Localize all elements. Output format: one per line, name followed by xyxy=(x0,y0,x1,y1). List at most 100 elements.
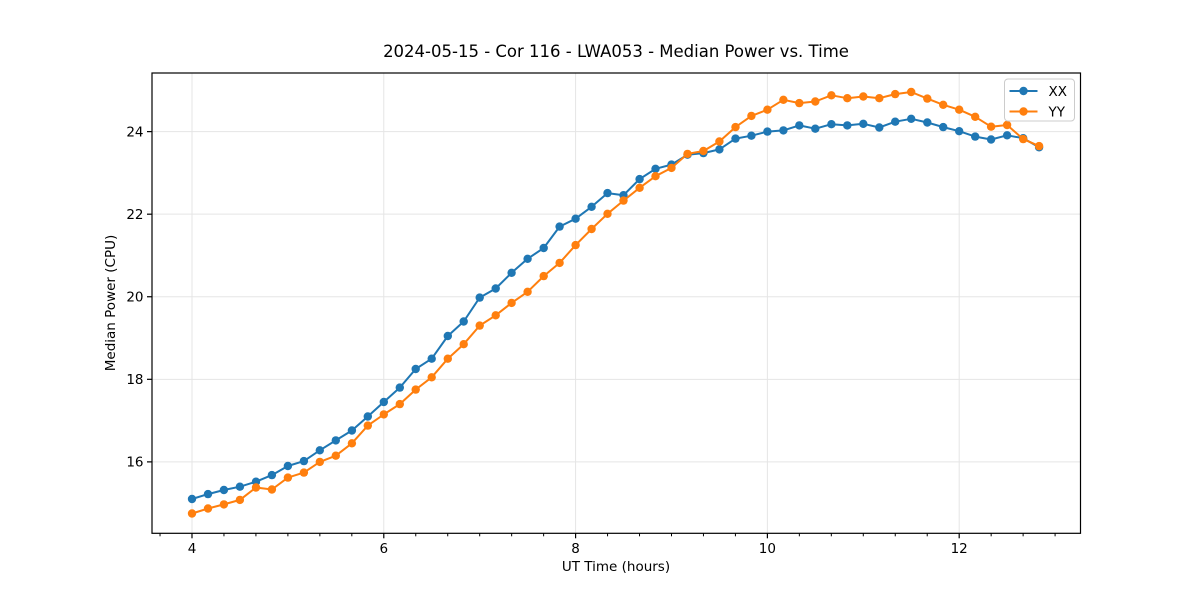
data-point-XX xyxy=(523,254,532,263)
data-point-XX xyxy=(187,494,197,504)
x-tick-label: 10 xyxy=(759,541,776,557)
data-point-XX xyxy=(1002,131,1012,140)
data-point-XX xyxy=(986,135,996,144)
data-point-XX xyxy=(411,364,420,374)
y-axis-label: Median Power (CPU) xyxy=(103,234,119,372)
data-point-YY xyxy=(923,94,932,103)
data-point-YY xyxy=(811,97,820,106)
data-point-XX xyxy=(651,164,660,173)
data-point-YY xyxy=(251,483,261,492)
y-tick-label: 16 xyxy=(126,455,143,471)
data-point-YY xyxy=(411,385,420,394)
y-tick-label: 18 xyxy=(126,372,143,388)
y-tick-label: 24 xyxy=(126,124,143,140)
data-point-XX xyxy=(299,456,309,466)
data-point-XX xyxy=(635,174,644,184)
data-point-YY xyxy=(379,410,388,419)
y-tick-label: 22 xyxy=(126,207,143,223)
y-tick-label: 20 xyxy=(126,290,143,306)
data-point-XX xyxy=(731,134,740,143)
data-point-XX xyxy=(219,485,229,495)
data-point-YY xyxy=(491,311,500,320)
data-point-YY xyxy=(939,100,948,110)
data-point-XX xyxy=(603,188,612,198)
chart-title: 2024-05-15 - Cor 116 - LWA053 - Median P… xyxy=(383,42,849,61)
data-point-YY xyxy=(907,87,916,97)
plot-border xyxy=(151,72,1082,534)
data-point-XX xyxy=(539,243,548,253)
data-point-XX xyxy=(395,383,404,392)
data-point-XX xyxy=(251,477,261,486)
data-point-XX xyxy=(443,331,452,341)
data-point-YY xyxy=(731,122,740,132)
data-point-XX xyxy=(779,126,788,135)
data-point-YY xyxy=(715,137,724,146)
data-point-YY xyxy=(219,500,229,509)
data-point-YY xyxy=(587,224,596,234)
data-point-XX xyxy=(459,317,468,326)
data-point-YY xyxy=(539,271,548,281)
data-point-YY xyxy=(635,183,644,192)
data-point-XX xyxy=(587,202,596,211)
data-point-YY xyxy=(683,149,692,159)
x-tick-label: 8 xyxy=(571,541,580,557)
data-point-XX xyxy=(475,293,484,302)
data-point-XX xyxy=(427,354,436,363)
data-point-XX xyxy=(491,284,500,293)
data-point-YY xyxy=(459,340,468,349)
data-point-XX xyxy=(971,132,980,141)
data-point-YY xyxy=(891,89,900,99)
data-point-XX xyxy=(843,121,852,130)
data-point-YY xyxy=(827,91,836,100)
data-point-XX xyxy=(235,482,245,491)
data-point-YY xyxy=(395,399,404,409)
data-point-YY xyxy=(955,105,964,114)
data-point-YY xyxy=(795,98,804,108)
data-point-YY xyxy=(427,373,436,382)
series-line-XX xyxy=(191,117,1040,500)
data-point-XX xyxy=(923,118,932,127)
data-point-YY xyxy=(763,105,772,114)
data-point-XX xyxy=(203,489,213,499)
data-point-YY xyxy=(859,92,868,101)
legend-label: YY xyxy=(1048,104,1066,120)
data-point-YY xyxy=(203,504,213,513)
data-point-XX xyxy=(363,412,372,421)
x-tick-label: 6 xyxy=(379,541,388,557)
data-point-YY xyxy=(747,111,756,121)
data-point-YY xyxy=(283,473,293,482)
data-point-XX xyxy=(715,145,724,154)
data-point-XX xyxy=(331,436,340,445)
x-tick-label: 12 xyxy=(951,541,968,557)
data-point-YY xyxy=(331,451,340,460)
data-point-YY xyxy=(235,495,245,505)
data-point-YY xyxy=(843,94,852,103)
data-point-XX xyxy=(283,461,293,471)
legend-label: XX xyxy=(1049,84,1068,100)
data-point-YY xyxy=(443,354,452,363)
data-point-XX xyxy=(811,124,820,133)
data-point-YY xyxy=(1002,120,1012,130)
legend-sample-marker-YY xyxy=(1019,107,1028,116)
data-point-YY xyxy=(667,163,676,173)
data-point-YY xyxy=(555,258,564,268)
data-point-XX xyxy=(347,426,357,435)
data-point-XX xyxy=(571,214,580,223)
data-point-YY xyxy=(475,321,484,330)
data-point-XX xyxy=(555,222,564,231)
data-point-XX xyxy=(955,127,964,136)
data-point-YY xyxy=(779,95,788,105)
legend-sample-marker-XX xyxy=(1019,86,1028,96)
data-point-XX xyxy=(891,117,900,126)
data-point-YY xyxy=(347,439,357,448)
data-point-YY xyxy=(651,172,660,181)
x-tick-label: 4 xyxy=(188,541,197,557)
data-point-YY xyxy=(187,509,197,518)
data-point-XX xyxy=(939,122,948,132)
data-point-XX xyxy=(827,120,836,129)
data-point-XX xyxy=(507,268,516,277)
data-point-XX xyxy=(907,114,916,124)
data-point-XX xyxy=(875,123,884,132)
